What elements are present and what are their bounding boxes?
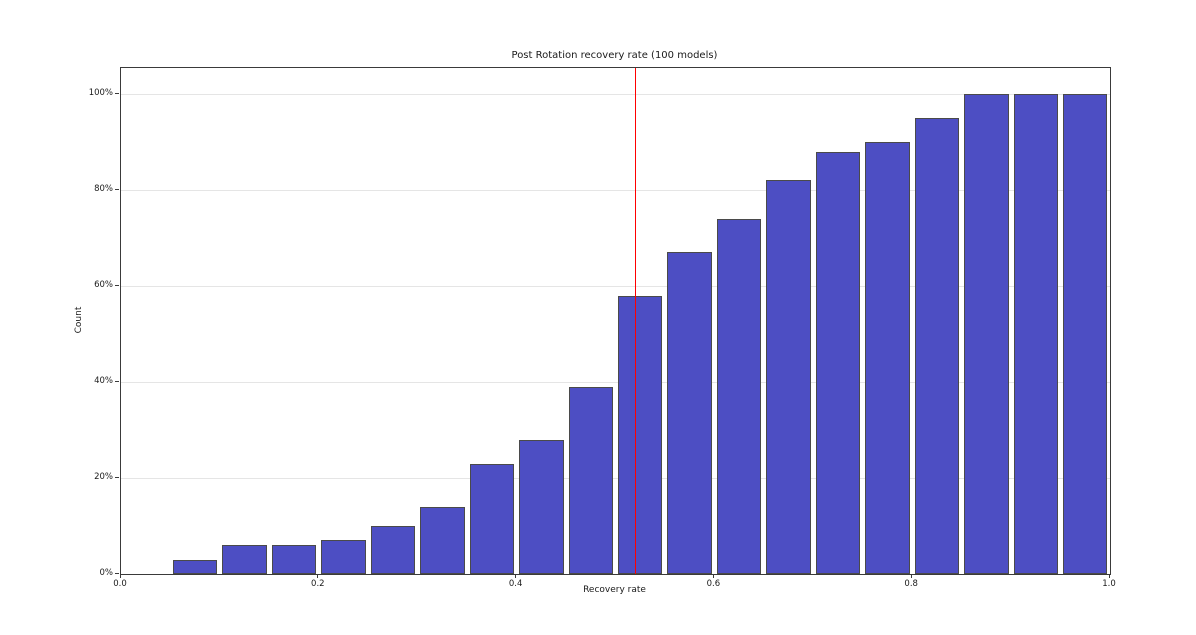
gridline <box>121 478 1110 479</box>
y-axis-label: Count <box>74 306 84 334</box>
histogram-bar <box>766 180 811 574</box>
x-tick-label: 0.8 <box>904 579 918 589</box>
gridline <box>121 190 1110 191</box>
gridline <box>121 382 1110 383</box>
y-axis-tick <box>115 573 119 574</box>
x-tick-label: 0.2 <box>311 579 325 589</box>
histogram-bar <box>815 151 861 574</box>
plot-area <box>120 67 1111 575</box>
histogram-bar <box>172 559 218 574</box>
histogram-bar <box>716 218 762 574</box>
histogram-bar <box>1063 94 1108 574</box>
y-tick-label: 0% <box>99 568 114 578</box>
reference-vline <box>634 68 637 574</box>
x-tick-label: 1.0 <box>1102 579 1116 589</box>
histogram-bar <box>914 118 960 574</box>
y-tick-label: 100% <box>88 88 113 98</box>
histogram-bar <box>519 439 564 574</box>
histogram-bar <box>271 545 317 574</box>
histogram-bar <box>469 463 515 574</box>
histogram-bar <box>618 295 663 574</box>
y-tick-label: 60% <box>94 280 113 290</box>
y-axis-tick <box>115 477 119 478</box>
x-axis-tick <box>1108 574 1110 578</box>
histogram-bar <box>865 142 910 574</box>
x-axis-tick <box>712 574 714 578</box>
histogram-bar <box>667 252 712 574</box>
histogram-bar <box>568 386 613 574</box>
gridline <box>121 286 1110 287</box>
y-axis-tick <box>115 381 119 382</box>
x-axis-tick <box>119 574 121 578</box>
histogram-bar <box>964 94 1009 574</box>
histogram-bar <box>420 506 465 574</box>
y-axis-tick <box>115 285 119 286</box>
y-axis-tick <box>115 189 119 190</box>
chart-title: Post Rotation recovery rate (100 models) <box>511 50 718 61</box>
histogram-bar <box>370 526 416 574</box>
x-axis-label: Recovery rate <box>583 585 646 595</box>
y-tick-label: 20% <box>94 472 113 482</box>
y-tick-label: 40% <box>94 376 113 386</box>
y-axis-tick <box>115 93 119 94</box>
gridline <box>121 94 1110 95</box>
histogram-bar <box>1013 94 1059 574</box>
histogram-bar <box>321 540 366 574</box>
x-tick-label: 0.6 <box>706 579 721 589</box>
x-tick-label: 0.0 <box>113 579 127 589</box>
x-tick-label: 0.4 <box>508 579 523 589</box>
y-tick-label: 80% <box>94 184 113 194</box>
x-axis-tick <box>910 574 912 578</box>
x-axis-tick <box>317 574 319 578</box>
x-axis-tick <box>515 574 517 578</box>
histogram-bar <box>222 545 267 574</box>
